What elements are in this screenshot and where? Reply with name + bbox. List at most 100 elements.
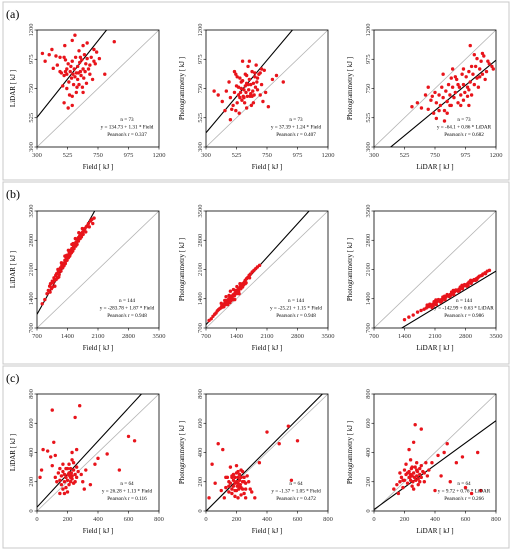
row-label-a: (a) bbox=[6, 7, 19, 21]
data-point bbox=[88, 72, 92, 76]
y-tick-label: 600 bbox=[365, 418, 372, 428]
data-point bbox=[480, 72, 485, 76]
data-point bbox=[83, 69, 87, 74]
y-tick-label: 2100 bbox=[28, 263, 35, 276]
data-point bbox=[465, 85, 470, 89]
data-point bbox=[232, 294, 237, 298]
data-point bbox=[258, 71, 262, 75]
y-tick-label: 400 bbox=[28, 448, 35, 458]
stats-text: Pearson's r = 0.472 bbox=[276, 496, 316, 502]
data-point bbox=[73, 472, 77, 477]
data-point bbox=[62, 73, 66, 78]
data-point bbox=[234, 488, 239, 493]
data-point bbox=[247, 88, 251, 92]
data-point bbox=[85, 41, 89, 45]
data-point bbox=[491, 67, 495, 71]
data-point bbox=[247, 77, 252, 82]
data-point bbox=[239, 80, 243, 84]
y-tick-label: 2100 bbox=[365, 263, 372, 276]
data-point bbox=[242, 88, 246, 92]
data-point bbox=[427, 468, 431, 472]
data-point bbox=[71, 461, 76, 465]
data-point bbox=[234, 72, 238, 76]
data-point bbox=[242, 101, 247, 105]
data-point bbox=[73, 415, 77, 420]
data-point bbox=[88, 482, 93, 487]
data-point bbox=[82, 487, 86, 491]
data-point bbox=[483, 77, 487, 82]
row-frame-c bbox=[2, 365, 510, 549]
data-point bbox=[69, 250, 73, 254]
data-point bbox=[410, 105, 414, 109]
y-tick-label: 750 bbox=[365, 84, 372, 94]
data-point bbox=[441, 95, 445, 100]
data-point bbox=[132, 439, 137, 443]
data-point bbox=[438, 103, 443, 108]
data-point bbox=[274, 73, 279, 78]
data-point bbox=[58, 478, 62, 482]
scatter-panel-4: 700 1400 2100 2800 3500 700 1400 2100 2800 3500 Fi… bbox=[9, 205, 166, 353]
data-point bbox=[233, 288, 238, 293]
stats-text: y = 37.39 + 1.24 * Field bbox=[271, 125, 322, 131]
stats-text: y = 9.72 + 0.76 * LiDAR bbox=[438, 489, 491, 495]
data-point bbox=[62, 480, 67, 484]
data-point bbox=[430, 461, 434, 465]
data-point bbox=[405, 471, 410, 475]
data-point bbox=[84, 225, 88, 229]
y-axis-label: Photogrammetry [ kJ ] bbox=[178, 57, 186, 120]
data-point bbox=[96, 456, 100, 461]
data-point bbox=[238, 282, 242, 286]
x-tick-label: 300 bbox=[369, 152, 379, 159]
data-point bbox=[223, 108, 227, 113]
data-point bbox=[425, 474, 430, 478]
y-tick-label: 600 bbox=[28, 418, 35, 428]
data-point bbox=[43, 59, 47, 63]
x-tick-label: 1200 bbox=[490, 152, 503, 159]
x-tick-label: 2100 bbox=[92, 333, 105, 340]
data-point bbox=[243, 282, 247, 286]
x-axis-label: Field [ kJ ] bbox=[252, 163, 283, 171]
data-point bbox=[68, 466, 73, 471]
x-tick-label: 975 bbox=[461, 152, 471, 159]
data-point bbox=[91, 221, 95, 226]
x-tick-label: 400 bbox=[93, 516, 103, 523]
x-tick-label: 1200 bbox=[153, 152, 166, 159]
x-tick-label: 3500 bbox=[490, 333, 503, 340]
stats-text: n = 73 bbox=[120, 117, 134, 123]
data-point bbox=[440, 299, 444, 303]
data-point bbox=[411, 440, 416, 444]
data-point bbox=[445, 99, 449, 104]
data-point bbox=[483, 271, 488, 276]
data-point bbox=[63, 69, 68, 74]
data-point bbox=[58, 466, 62, 471]
data-point bbox=[73, 55, 78, 59]
data-point bbox=[411, 480, 415, 484]
data-point bbox=[41, 447, 45, 452]
data-point bbox=[465, 94, 470, 99]
x-axis-label: Field [ kJ ] bbox=[83, 344, 114, 352]
data-point bbox=[233, 481, 237, 485]
data-point bbox=[92, 47, 96, 52]
regression-line bbox=[389, 59, 496, 147]
data-point bbox=[103, 72, 107, 76]
data-points bbox=[212, 59, 285, 122]
data-point bbox=[429, 98, 433, 102]
scatter-panel-1: 300 525 750 975 1200 300 525 750 975 1200 Field [ … bbox=[9, 24, 166, 172]
row-label-b: (b) bbox=[6, 187, 20, 201]
data-point bbox=[86, 221, 91, 226]
data-point bbox=[242, 480, 246, 484]
data-point bbox=[247, 276, 252, 280]
y-axis-label: Photogrammetry [ kJ ] bbox=[346, 238, 354, 301]
data-point bbox=[112, 40, 116, 44]
y-tick-label: 3500 bbox=[197, 205, 204, 218]
stats-text: y = -142.99 + 0.63 * LiDAR bbox=[434, 306, 494, 312]
data-point bbox=[431, 111, 436, 115]
regression-line bbox=[37, 30, 108, 118]
data-point bbox=[66, 248, 71, 252]
x-tick-label: 200 bbox=[232, 516, 242, 523]
data-point bbox=[224, 294, 228, 299]
data-point bbox=[69, 64, 73, 69]
data-point bbox=[85, 56, 89, 61]
data-point bbox=[77, 49, 81, 53]
data-point bbox=[59, 269, 63, 273]
